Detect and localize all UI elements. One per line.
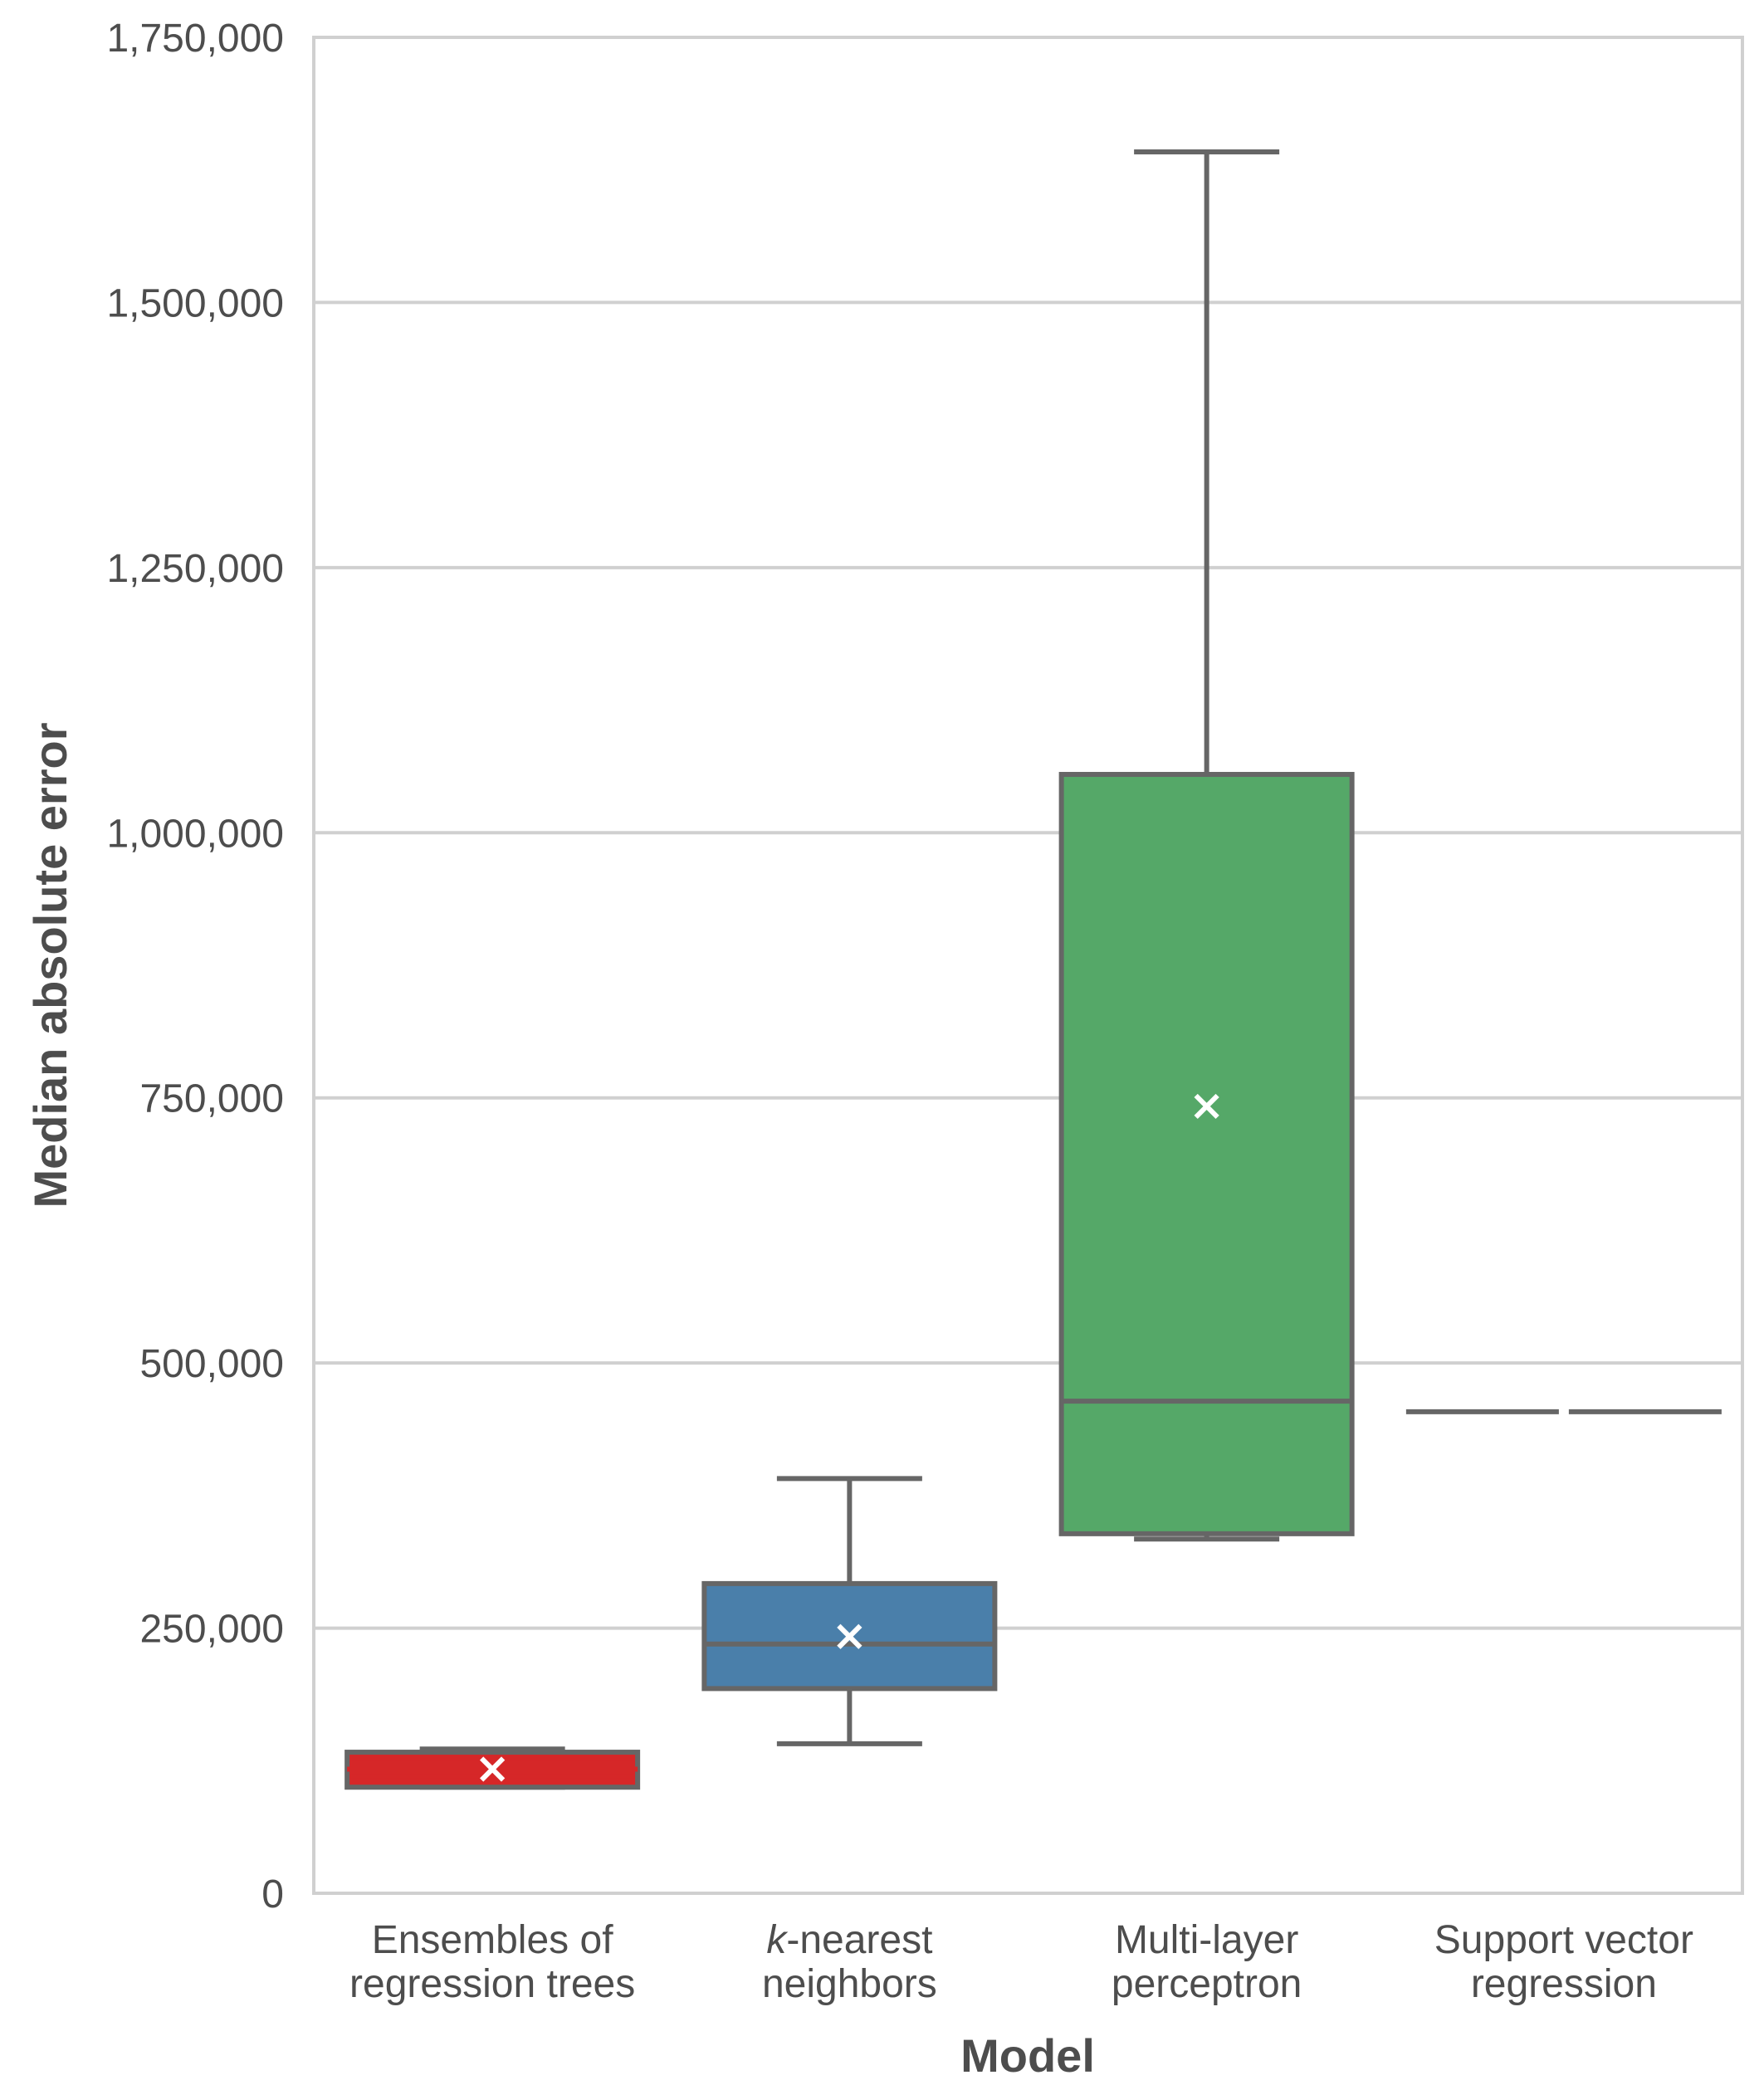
y-tick-label: 500,000 [139, 1342, 284, 1386]
mean-marker [837, 1623, 862, 1649]
mean-marker-stroke [480, 1756, 506, 1782]
box-1 [344, 1746, 641, 1790]
box-layer [344, 149, 1722, 1790]
x-tick-label: regression [1471, 1962, 1657, 2006]
x-tick-label: neighbors [762, 1962, 937, 2006]
x-tick-label-rest: -nearest [786, 1918, 932, 1962]
y-tick-label: 750,000 [139, 1077, 284, 1121]
x-tick-label: Ensembles of [372, 1918, 613, 1962]
box-3 [1058, 149, 1355, 1542]
x-tick-label: k-nearest [766, 1918, 932, 1962]
plot-frame [312, 36, 1744, 1895]
box-2 [701, 1476, 998, 1746]
y-tick-label: 0 [261, 1872, 284, 1916]
y-axis-title: Median absolute error [24, 722, 76, 1208]
x-tick-label: Support vector [1434, 1918, 1693, 1962]
y-tick-label: 1,500,000 [106, 281, 284, 325]
box-body [1058, 772, 1355, 1536]
grid-layer [314, 300, 1742, 1630]
x-tick-label-italic-prefix: k [766, 1918, 789, 1962]
x-axis-title: Model [960, 2029, 1095, 2080]
mean-marker-stroke [1194, 1093, 1219, 1120]
mean-marker [1194, 1093, 1219, 1120]
y-tick-label: 250,000 [139, 1608, 284, 1652]
y-tick-label: 1,000,000 [106, 812, 284, 856]
y-tick-label: 1,250,000 [106, 547, 284, 591]
x-tick-label: regression trees [349, 1962, 635, 2006]
y-tick-label: 1,750,000 [106, 17, 284, 61]
x-tick-label: perceptron [1112, 1962, 1302, 2006]
y-tick-labels: 0 250,000 500,000 750,000 1,000,000 1,250,000… [106, 17, 284, 1916]
mean-marker-stroke [837, 1623, 862, 1649]
mean-marker [480, 1756, 506, 1782]
x-tick-label: Multi-layer [1115, 1918, 1298, 1962]
